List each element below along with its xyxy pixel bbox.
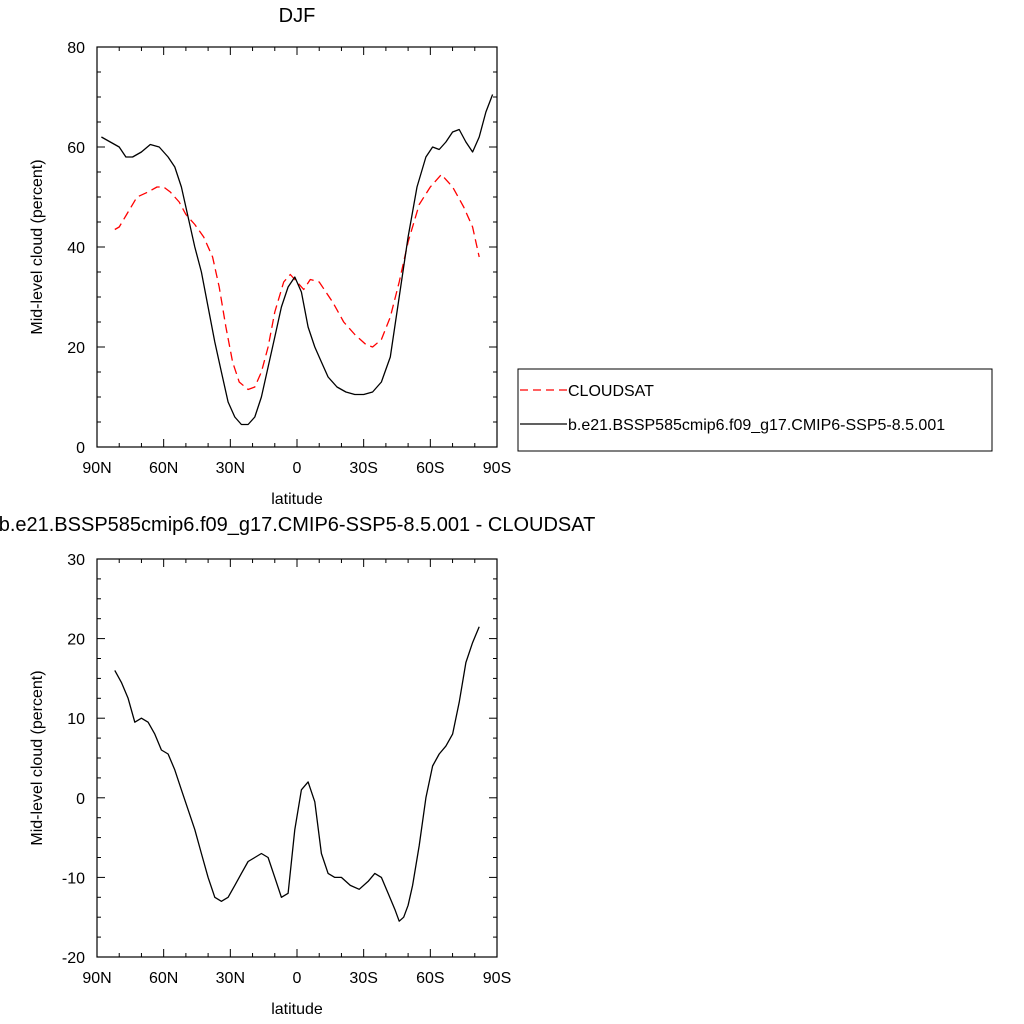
top-y-tick-label: 40	[67, 240, 85, 257]
top-y-axis-label: Mid-level cloud (percent)	[29, 159, 46, 334]
bottom-chart-title: b.e21.BSSP585cmip6.f09_g17.CMIP6-SSP5-8.…	[0, 514, 595, 536]
legend-label-model: b.e21.BSSP585cmip6.f09_g17.CMIP6-SSP5-8.…	[568, 417, 945, 434]
top-series-lines	[101, 94, 494, 426]
bottom-y-tick-label: -20	[62, 950, 85, 967]
bottom-y-axis-label: Mid-level cloud (percent)	[29, 670, 46, 845]
top-x-tick-label: 90S	[483, 460, 511, 477]
top-x-tick-label: 60S	[416, 460, 444, 477]
difference-panel: b.e21.BSSP585cmip6.f09_g17.CMIP6-SSP5-8.…	[0, 514, 595, 1018]
top-axis-ticks: 90N 60N 30N 0 30S 60S 90S 0 20 40 60 80	[67, 40, 511, 477]
bottom-x-tick-label: 30S	[349, 970, 377, 987]
bottom-y-tick-label: 10	[67, 711, 85, 728]
bottom-y-tick-label: 30	[67, 552, 85, 569]
legend-label-cloudsat: CLOUDSAT	[568, 383, 654, 400]
top-x-tick-label: 60N	[149, 460, 178, 477]
top-x-tick-label: 30N	[216, 460, 245, 477]
legend-box	[517, 368, 993, 452]
bottom-x-tick-label: 90N	[82, 970, 111, 987]
legend: CLOUDSAT b.e21.BSSP585cmip6.f09_g17.CMIP…	[517, 368, 993, 452]
top-series-line-b-e21-bssp585cmip6-f09-g17-cmi	[101, 94, 494, 426]
bottom-x-axis-label: latitude	[271, 1001, 323, 1018]
bottom-x-tick-label: 60S	[416, 970, 444, 987]
bottom-x-tick-label: 90S	[483, 970, 511, 987]
bottom-x-tick-label: 0	[293, 970, 302, 987]
top-y-tick-label: 0	[76, 440, 85, 457]
bottom-y-tick-label: -10	[62, 870, 85, 887]
bottom-y-tick-label: 0	[76, 791, 85, 808]
bottom-axis-ticks: 90N 60N 30N 0 30S 60S 90S -20 -10 0 10 20 30	[62, 552, 511, 987]
bottom-x-tick-label: 60N	[149, 970, 178, 987]
top-series-line-cloudsat	[114, 173, 480, 391]
top-x-tick-label: 0	[293, 460, 302, 477]
top-y-tick-label: 80	[67, 40, 85, 57]
top-y-tick-label: 60	[67, 140, 85, 157]
top-y-tick-label: 20	[67, 340, 85, 357]
bottom-x-tick-label: 30N	[216, 970, 245, 987]
top-chart-title: DJF	[279, 5, 316, 27]
top-plot-frame	[96, 46, 498, 448]
bottom-y-tick-label: 20	[67, 632, 85, 649]
top-x-tick-label: 90N	[82, 460, 111, 477]
bottom-series-line-0	[114, 626, 480, 922]
djf-panel: DJF 90N 60N 30N 0 30S 60S 90S 0 20 40 60 80 latitud…	[29, 5, 511, 508]
bottom-series-lines	[114, 626, 480, 922]
top-x-tick-label: 30S	[349, 460, 377, 477]
top-x-axis-label: latitude	[271, 491, 323, 508]
